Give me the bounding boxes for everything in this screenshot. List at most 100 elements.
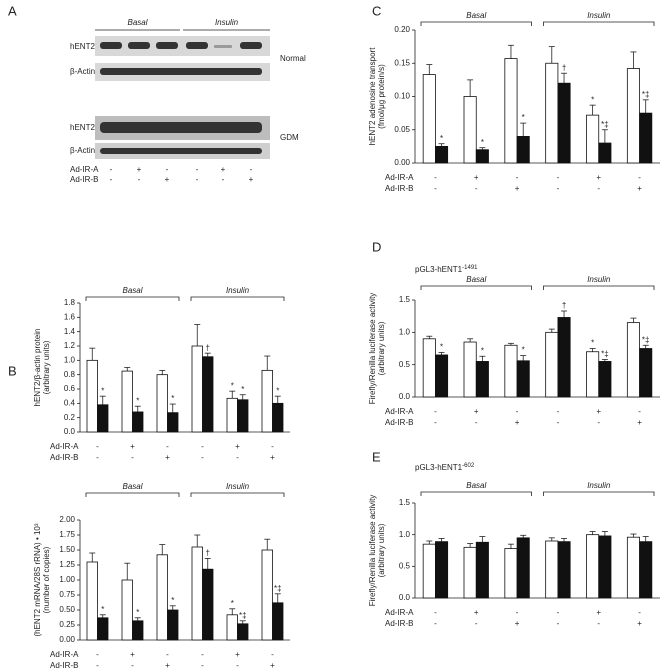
condition-sign: - — [201, 453, 204, 462]
condition-sign: - — [597, 184, 600, 193]
bar — [191, 345, 203, 433]
set-label: Normal — [280, 54, 306, 63]
bar — [132, 620, 144, 641]
group-label: Insulin — [215, 18, 239, 27]
bar — [545, 62, 559, 164]
bar — [598, 535, 612, 599]
group-label: Insulin — [587, 11, 611, 20]
y-tick-label: 1.00 — [59, 575, 75, 584]
bar — [639, 541, 653, 599]
title-superscript: -602 — [462, 463, 475, 469]
bar — [516, 360, 530, 398]
significance-marker: * — [481, 346, 484, 355]
condition-sign: - — [271, 442, 274, 451]
title-superscript: -1491 — [462, 265, 478, 271]
bar — [435, 145, 449, 164]
bar — [463, 546, 477, 599]
condition-sign: + — [637, 619, 642, 628]
bracket — [543, 21, 655, 26]
condition-sign: + — [165, 175, 170, 184]
y-tick-label: 1.0 — [399, 530, 411, 539]
y-tick-label: 1.5 — [399, 295, 411, 304]
group-label: Insulin — [587, 275, 611, 284]
condition-sign: - — [201, 661, 204, 670]
bar — [226, 614, 238, 641]
chart: B (hENT2 mRNA/28S rRNA) • 10³ (number of c… — [8, 363, 290, 670]
bar — [121, 579, 133, 641]
y-tick-label: 0.6 — [64, 384, 76, 393]
y-tick-label: 1.2 — [64, 341, 76, 350]
y-axis-label: (hENT2 mRNA/28S rRNA) • 10³ — [33, 523, 42, 636]
bar — [586, 351, 600, 398]
bar — [422, 74, 436, 164]
condition-sign: - — [250, 165, 253, 174]
blot-image — [95, 36, 270, 159]
bar — [463, 96, 477, 164]
condition-sign: + — [249, 175, 254, 184]
bracket — [85, 492, 180, 497]
row-label: β-Actin — [70, 67, 95, 76]
condition-sign: + — [596, 407, 601, 416]
condition-sign: - — [434, 619, 437, 628]
significance-marker: * — [136, 396, 139, 405]
condition-sign: + — [474, 407, 479, 416]
group-label: Insulin — [226, 286, 250, 295]
y-tick-label: 0.15 — [394, 58, 410, 67]
condition-sign: - — [201, 650, 204, 659]
bracket — [543, 491, 655, 496]
group-label: Insulin — [587, 481, 611, 490]
condition-label: Ad-IR-A — [50, 442, 79, 451]
y-tick-label: 1.25 — [59, 560, 75, 569]
significance-marker: † — [562, 301, 566, 310]
condition-sign: + — [515, 418, 520, 427]
title-text: pGL3-hENT1 — [415, 463, 463, 472]
significance-marker: * — [101, 386, 104, 395]
bar — [97, 404, 109, 433]
bar — [191, 546, 203, 641]
bar — [261, 549, 273, 641]
condition-sign: + — [270, 453, 275, 462]
condition-sign: - — [516, 173, 519, 182]
row-label: hENT2 — [70, 123, 95, 132]
bar — [226, 397, 238, 433]
bar — [545, 331, 559, 398]
bar — [586, 114, 600, 164]
y-tick-label: 1.0 — [399, 327, 411, 336]
condition-sign: - — [110, 175, 113, 184]
bar — [557, 541, 571, 599]
condition-sign: - — [434, 418, 437, 427]
condition-sign: - — [222, 175, 225, 184]
condition-sign: + — [130, 442, 135, 451]
bar — [516, 135, 530, 164]
y-tick-label: 0.5 — [399, 561, 411, 570]
y-tick-label: 0.4 — [64, 398, 76, 407]
condition-sign: - — [557, 619, 560, 628]
condition-sign: - — [638, 407, 641, 416]
bar — [167, 412, 179, 433]
condition-label: Ad-IR-A — [50, 650, 79, 659]
set-label: GDM — [280, 133, 299, 142]
condition-label: Ad-IR-B — [70, 175, 98, 184]
condition-sign: + — [130, 650, 135, 659]
condition-sign: - — [271, 650, 274, 659]
significance-marker: *‡ — [601, 350, 609, 359]
significance-marker: * — [136, 608, 139, 617]
significance-marker: * — [591, 95, 594, 104]
y-tick-label: 0.00 — [394, 158, 410, 167]
bar — [504, 548, 518, 599]
bar — [435, 541, 449, 599]
bracket — [543, 285, 655, 290]
bar — [598, 142, 612, 164]
condition-sign: - — [96, 442, 99, 451]
significance-marker: * — [440, 134, 443, 143]
significance-marker: † — [206, 343, 210, 352]
condition-label: Ad-IR-A — [70, 165, 99, 174]
y-tick-label: 0.00 — [59, 635, 75, 644]
condition-sign: + — [270, 661, 275, 670]
y-tick-label: 0.05 — [394, 125, 410, 134]
row-label: hENT2 — [70, 42, 95, 51]
bracket — [85, 296, 180, 301]
